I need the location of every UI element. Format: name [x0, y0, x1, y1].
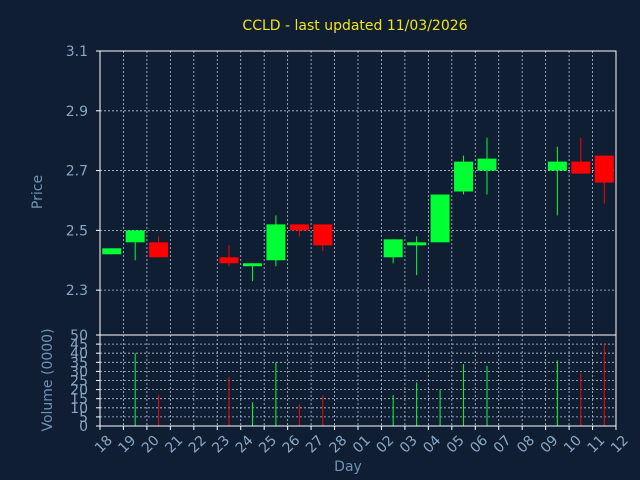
volume-tick-label: 30	[70, 364, 88, 380]
candle-body	[149, 242, 169, 258]
candle-body	[289, 224, 309, 231]
candle-body	[383, 239, 403, 258]
price-tick-label: 2.3	[66, 283, 88, 299]
x-tick-label: 06	[467, 433, 491, 457]
x-tick-label: 19	[115, 433, 139, 457]
volume-tick-label: 0	[79, 419, 88, 435]
candle-body	[594, 155, 614, 183]
x-tick-label: 04	[420, 433, 444, 457]
x-tick-label: 23	[209, 433, 233, 457]
x-tick-label: 25	[256, 433, 280, 457]
x-tick-label: 26	[280, 433, 304, 457]
x-tick-label: 24	[233, 433, 257, 457]
x-tick-label: 22	[186, 433, 210, 457]
x-tick-label: 08	[514, 433, 538, 457]
x-tick-label: 21	[162, 433, 186, 457]
candle-body	[407, 242, 427, 246]
volume-tick-label: 50	[70, 328, 88, 344]
candle-body	[266, 224, 286, 261]
volume-tick-label: 35	[70, 355, 88, 371]
x-tick-label: 28	[327, 433, 351, 457]
candle-body	[477, 158, 497, 171]
x-tick-label: 27	[303, 433, 327, 457]
candle-body	[313, 224, 333, 246]
candle-body	[571, 161, 591, 174]
volume-tick-label: 10	[70, 401, 88, 417]
candle-body	[125, 230, 145, 243]
volume-tick-label: 15	[70, 392, 88, 408]
x-tick-label: 18	[92, 433, 116, 457]
volume-tick-label: 20	[70, 383, 88, 399]
x-axis: 18 19 20 21 22 23 24 25 26 27 28 01 02 03 04 05 06 07 08 09…	[92, 426, 632, 457]
price-tick-label: 2.5	[66, 223, 88, 239]
x-axis-label: Day	[334, 459, 362, 475]
x-tick-label: 20	[139, 433, 163, 457]
volume-tick-label: 45	[70, 337, 88, 353]
price-tick-label: 2.9	[66, 104, 88, 120]
x-tick-label: 07	[491, 433, 515, 457]
x-tick-label: 05	[444, 433, 468, 457]
candle-body	[454, 161, 474, 192]
price-tick-label: 2.7	[66, 164, 88, 180]
chart-title: CCLD - last updated 11/03/2026	[242, 18, 467, 34]
candle-body	[102, 248, 122, 255]
x-tick-label: 11	[585, 433, 609, 457]
candle-body	[547, 161, 567, 171]
price-tick-label: 3.1	[66, 44, 88, 60]
x-tick-label: 02	[373, 433, 397, 457]
volume-tick-label: 25	[70, 374, 88, 390]
x-tick-label: 01	[350, 433, 374, 457]
x-tick-label: 09	[538, 433, 562, 457]
volume-tick-label: 40	[70, 346, 88, 362]
price-panel: 3.1 2.9 2.7 2.5 2.3	[66, 44, 617, 336]
x-tick-label: 12	[608, 433, 632, 457]
volume-axis-label: Volume (0000)	[40, 328, 56, 431]
candle-body	[242, 263, 262, 267]
x-tick-label: 03	[397, 433, 421, 457]
volume-tick-label: 5	[79, 410, 88, 426]
x-tick-label: 10	[561, 433, 585, 457]
candle-body	[219, 257, 239, 264]
price-axis-label: Price	[30, 175, 46, 209]
candle-body	[430, 194, 450, 243]
